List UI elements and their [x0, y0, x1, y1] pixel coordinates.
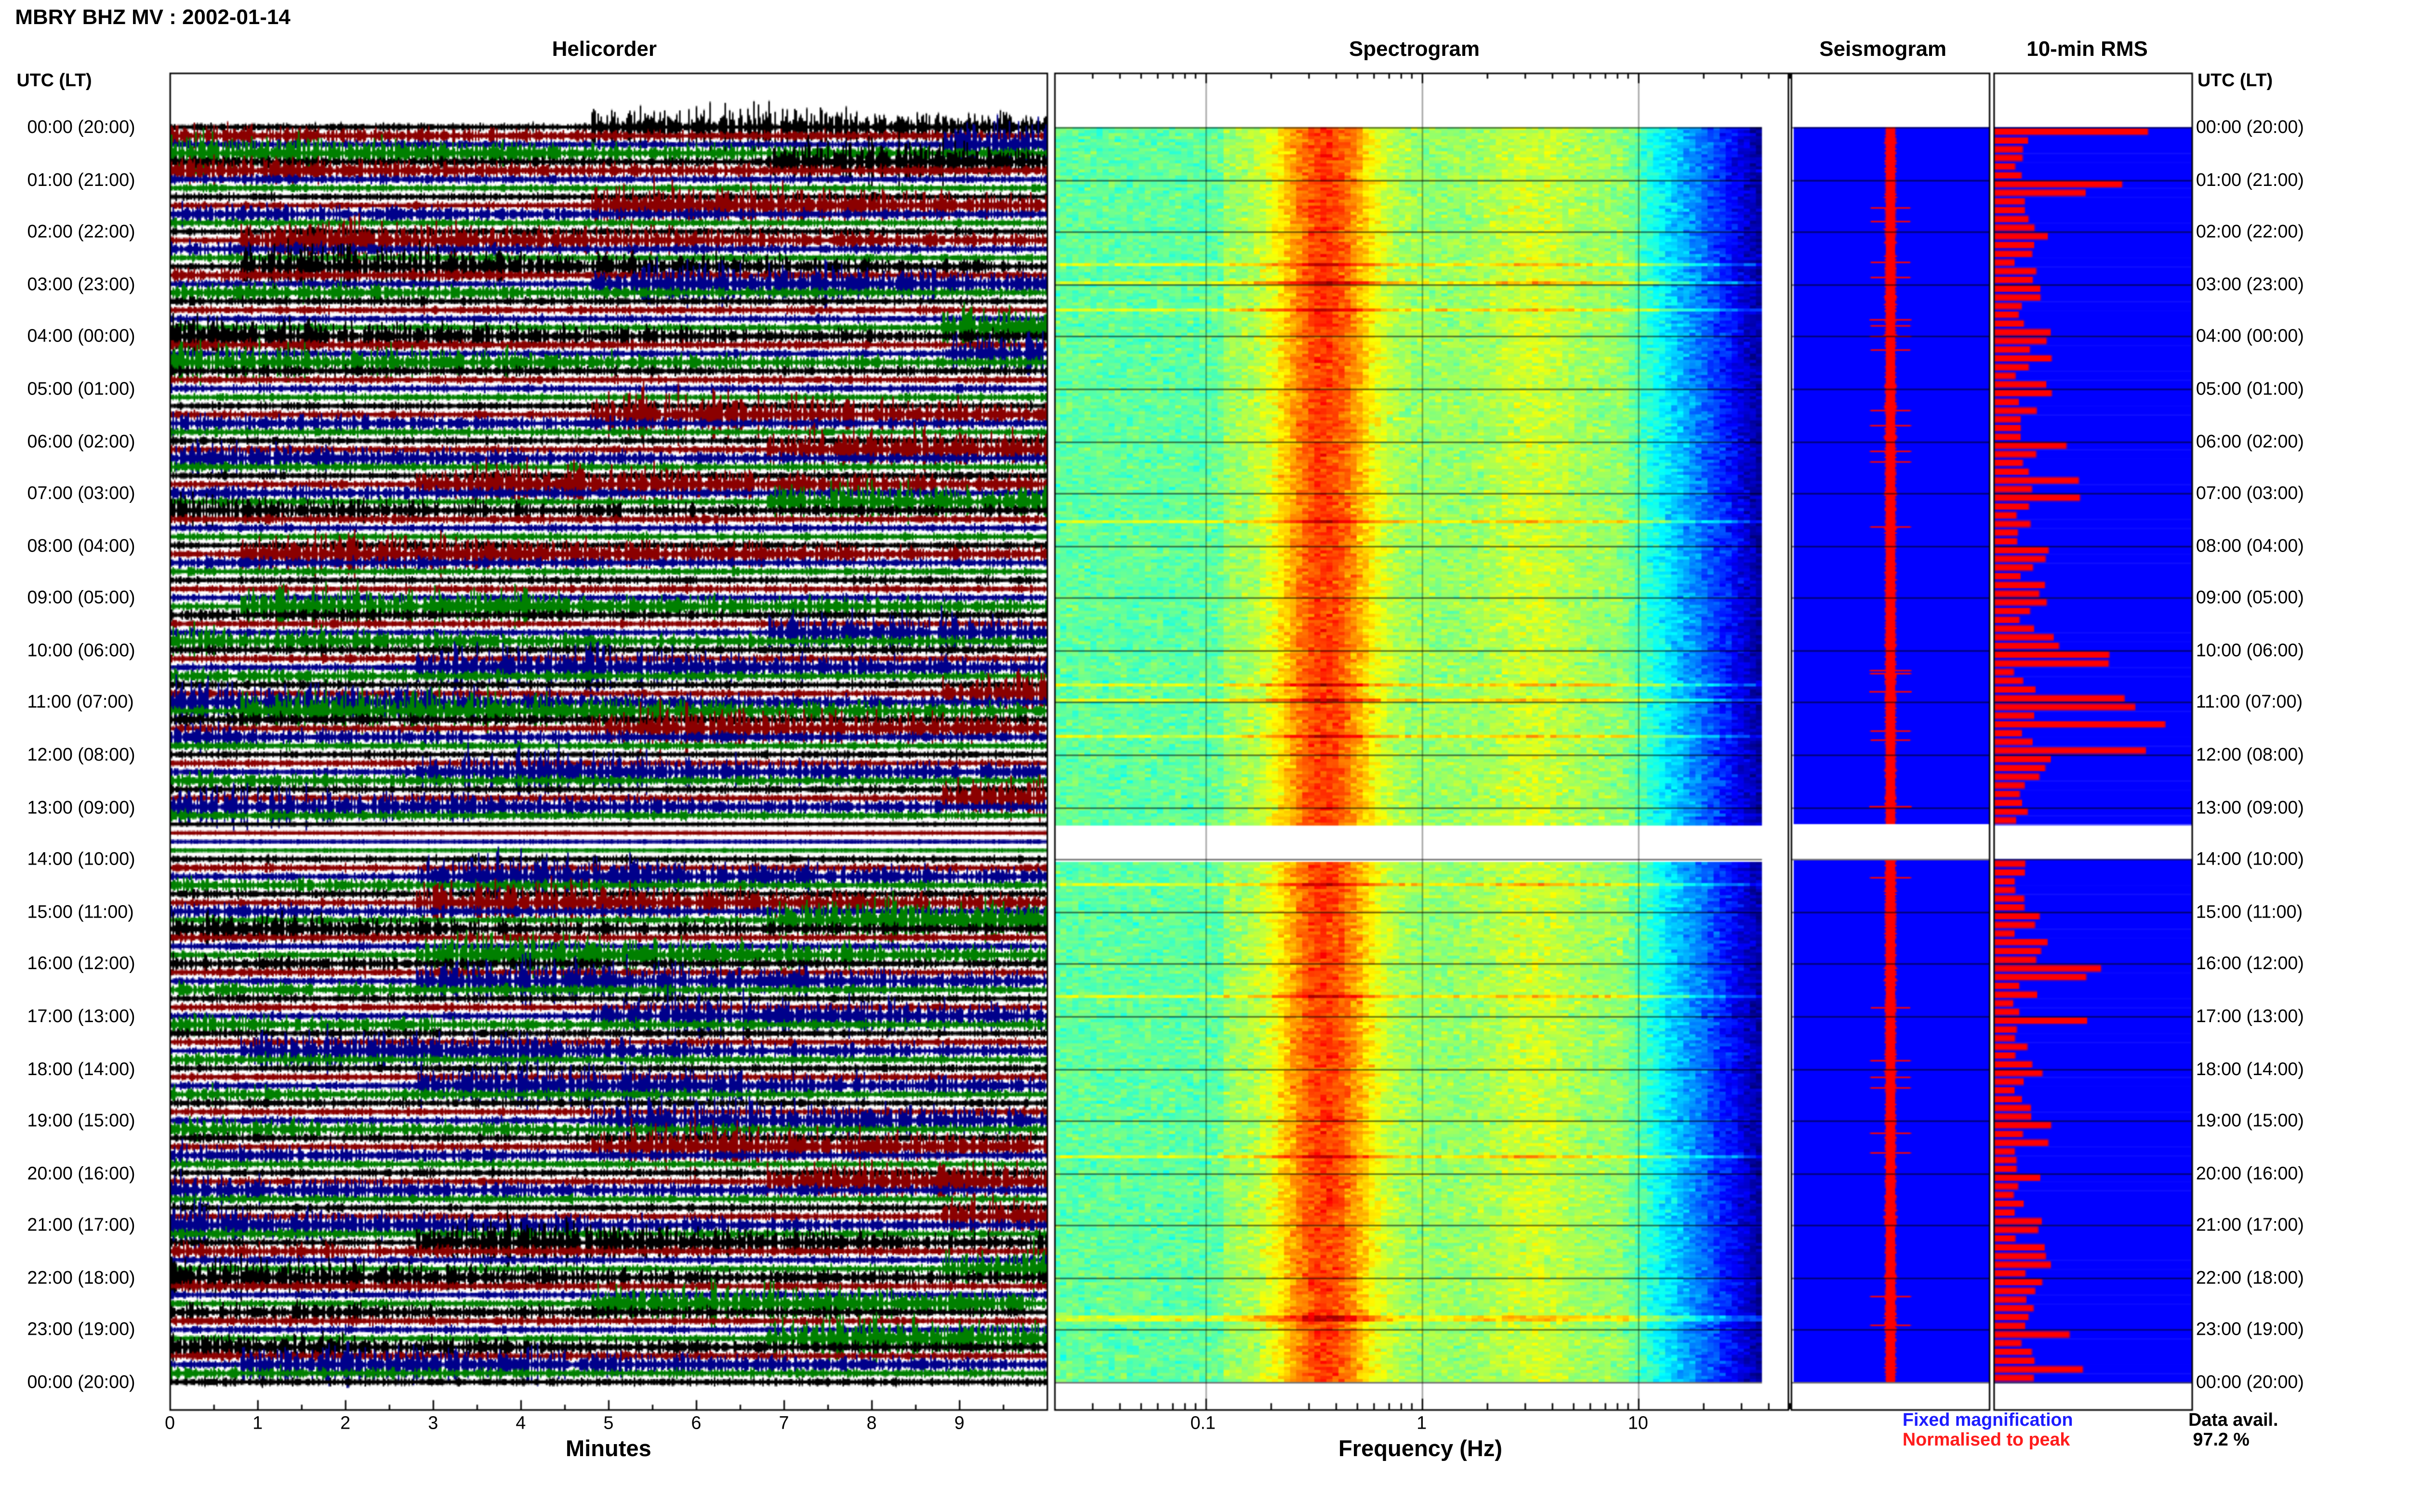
- time-label-left: 22:00 (18:00): [27, 1266, 135, 1288]
- time-label-right: 09:00 (05:00): [2196, 587, 2304, 608]
- time-label-right: 12:00 (08:00): [2196, 744, 2304, 765]
- time-label-right: 23:00 (19:00): [2196, 1319, 2304, 1341]
- time-label-right: 02:00 (22:00): [2196, 221, 2304, 242]
- helicorder-x-tick: 1: [252, 1412, 263, 1433]
- time-label-left: 04:00 (00:00): [27, 325, 135, 347]
- time-label-left: 13:00 (09:00): [27, 796, 135, 817]
- spectrogram-x-tick: 10: [1628, 1412, 1648, 1433]
- time-label-right: 07:00 (03:00): [2196, 482, 2304, 504]
- figure-stage: MBRY BHZ MV : 2002-01-14 Helicorder Spec…: [0, 0, 2337, 1512]
- figure-title: MBRY BHZ MV : 2002-01-14: [15, 4, 291, 29]
- time-label-right: 00:00 (20:00): [2196, 116, 2304, 138]
- time-label-right: 13:00 (09:00): [2196, 796, 2304, 817]
- time-label-left: 14:00 (10:00): [27, 848, 135, 870]
- rms-title: 10-min RMS: [2026, 36, 2148, 61]
- time-label-right: 18:00 (14:00): [2196, 1057, 2304, 1079]
- helicorder-x-tick: 5: [603, 1412, 614, 1433]
- helicorder-x-tick: 8: [866, 1412, 877, 1433]
- time-label-left: 12:00 (08:00): [27, 744, 135, 765]
- time-label-left: 08:00 (04:00): [27, 535, 135, 556]
- time-label-left: 07:00 (03:00): [27, 482, 135, 504]
- seismogram-title: Seismogram: [1819, 36, 1947, 61]
- figure-canvas: [0, 0, 2337, 1512]
- helicorder-x-tick: 7: [779, 1412, 789, 1433]
- time-label-right: 04:00 (00:00): [2196, 325, 2304, 347]
- time-label-right: 21:00 (17:00): [2196, 1214, 2304, 1236]
- time-label-right: 20:00 (16:00): [2196, 1162, 2304, 1183]
- spectrogram-title: Spectrogram: [1349, 36, 1480, 61]
- time-label-left: 00:00 (20:00): [27, 1371, 135, 1393]
- time-label-left: 02:00 (22:00): [27, 221, 135, 242]
- time-label-right: 22:00 (18:00): [2196, 1266, 2304, 1288]
- helicorder-x-tick: 0: [165, 1412, 175, 1433]
- time-label-left: 23:00 (19:00): [27, 1319, 135, 1341]
- time-label-right: 01:00 (21:00): [2196, 169, 2304, 190]
- utc-header-right: UTC (LT): [2197, 69, 2273, 91]
- legend-fixed-magnification: Fixed magnification: [1902, 1409, 2073, 1431]
- data-availability-label: Data avail.: [2188, 1409, 2278, 1431]
- time-label-left: 03:00 (23:00): [27, 273, 135, 295]
- legend-normalised-to-peak: Normalised to peak: [1902, 1429, 2070, 1450]
- time-label-right: 05:00 (01:00): [2196, 378, 2304, 399]
- time-label-left: 15:00 (11:00): [27, 901, 134, 922]
- time-label-right: 15:00 (11:00): [2196, 901, 2303, 922]
- helicorder-x-tick: 6: [691, 1412, 702, 1433]
- helicorder-x-tick: 9: [954, 1412, 965, 1433]
- time-label-left: 00:00 (20:00): [27, 116, 135, 138]
- time-label-right: 19:00 (15:00): [2196, 1110, 2304, 1131]
- time-label-right: 06:00 (02:00): [2196, 430, 2304, 451]
- time-label-left: 01:00 (21:00): [27, 169, 135, 190]
- spectrogram-x-tick: 1: [1416, 1412, 1427, 1433]
- helicorder-xlabel: Minutes: [565, 1436, 651, 1462]
- time-label-right: 11:00 (07:00): [2196, 691, 2303, 713]
- time-label-right: 17:00 (13:00): [2196, 1005, 2304, 1027]
- time-label-left: 09:00 (05:00): [27, 587, 135, 608]
- time-label-left: 06:00 (02:00): [27, 430, 135, 451]
- time-label-right: 16:00 (12:00): [2196, 953, 2304, 974]
- helicorder-x-tick: 3: [428, 1412, 438, 1433]
- time-label-left: 21:00 (17:00): [27, 1214, 135, 1236]
- spectrogram-xlabel: Frequency (Hz): [1338, 1436, 1503, 1462]
- time-label-left: 11:00 (07:00): [27, 691, 134, 713]
- helicorder-x-tick: 2: [340, 1412, 351, 1433]
- time-label-left: 20:00 (16:00): [27, 1162, 135, 1183]
- utc-header-left: UTC (LT): [16, 69, 92, 91]
- time-label-left: 05:00 (01:00): [27, 378, 135, 399]
- time-label-left: 19:00 (15:00): [27, 1110, 135, 1131]
- data-availability-value: 97.2 %: [2193, 1429, 2250, 1450]
- time-label-right: 03:00 (23:00): [2196, 273, 2304, 295]
- time-label-left: 16:00 (12:00): [27, 953, 135, 974]
- time-label-right: 14:00 (10:00): [2196, 848, 2304, 870]
- time-label-left: 18:00 (14:00): [27, 1057, 135, 1079]
- spectrogram-x-tick: 0.1: [1190, 1412, 1216, 1433]
- helicorder-x-tick: 4: [516, 1412, 526, 1433]
- time-label-right: 10:00 (06:00): [2196, 639, 2304, 661]
- time-label-left: 10:00 (06:00): [27, 639, 135, 661]
- time-label-left: 17:00 (13:00): [27, 1005, 135, 1027]
- time-label-right: 00:00 (20:00): [2196, 1371, 2304, 1393]
- time-label-right: 08:00 (04:00): [2196, 535, 2304, 556]
- helicorder-title: Helicorder: [552, 36, 657, 61]
